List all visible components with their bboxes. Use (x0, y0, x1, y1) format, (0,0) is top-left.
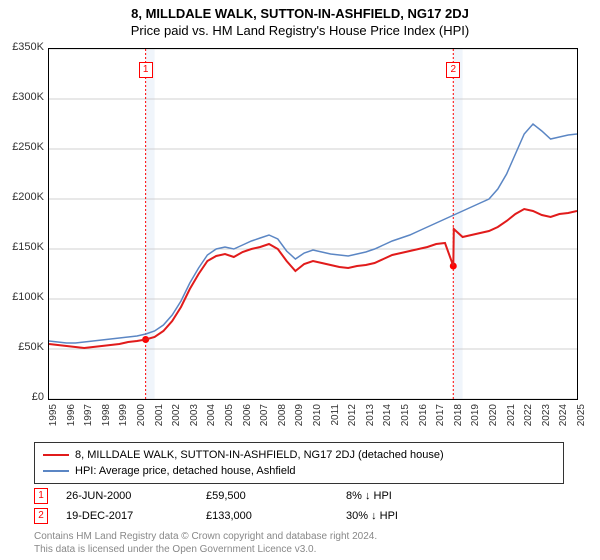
event-marker-box: 1 (139, 62, 153, 78)
sale-row-2: 2 19-DEC-2017 £133,000 30% ↓ HPI (34, 508, 564, 524)
footer-line-1: Contains HM Land Registry data © Crown c… (34, 530, 564, 543)
x-tick-label: 2016 (418, 404, 429, 444)
sale-marker-1: 1 (34, 488, 48, 504)
sale-price-1: £59,500 (206, 490, 346, 502)
y-tick-label: £200K (0, 191, 44, 203)
chart-svg (49, 49, 577, 399)
x-tick-label: 2019 (470, 404, 481, 444)
x-tick-label: 2000 (136, 404, 147, 444)
y-tick-label: £50K (0, 341, 44, 353)
footer-line-2: This data is licensed under the Open Gov… (34, 543, 564, 556)
x-tick-label: 2015 (400, 404, 411, 444)
x-tick-label: 1996 (66, 404, 77, 444)
y-tick-label: £150K (0, 241, 44, 253)
x-tick-label: 2004 (206, 404, 217, 444)
y-tick-label: £0 (0, 391, 44, 403)
x-tick-label: 2009 (294, 404, 305, 444)
legend-box: 8, MILLDALE WALK, SUTTON-IN-ASHFIELD, NG… (34, 442, 564, 484)
x-tick-label: 2023 (541, 404, 552, 444)
x-tick-label: 2013 (365, 404, 376, 444)
x-tick-label: 2021 (506, 404, 517, 444)
y-tick-label: £300K (0, 91, 44, 103)
x-tick-label: 1998 (101, 404, 112, 444)
x-tick-label: 2008 (277, 404, 288, 444)
x-tick-label: 2022 (523, 404, 534, 444)
x-tick-label: 2005 (224, 404, 235, 444)
x-tick-label: 2018 (453, 404, 464, 444)
legend-label-1: 8, MILLDALE WALK, SUTTON-IN-ASHFIELD, NG… (75, 449, 444, 461)
x-tick-label: 2006 (242, 404, 253, 444)
y-tick-label: £250K (0, 141, 44, 153)
x-tick-label: 2001 (154, 404, 165, 444)
x-tick-label: 1999 (118, 404, 129, 444)
sale-delta-2: 30% ↓ HPI (346, 510, 486, 522)
x-tick-label: 2025 (576, 404, 587, 444)
chart-plot-area (48, 48, 578, 400)
x-tick-label: 2017 (435, 404, 446, 444)
sale-row-1: 1 26-JUN-2000 £59,500 8% ↓ HPI (34, 488, 564, 504)
x-tick-label: 1997 (83, 404, 94, 444)
x-tick-label: 1995 (48, 404, 59, 444)
x-tick-label: 2003 (189, 404, 200, 444)
legend-swatch-2 (43, 470, 69, 472)
x-tick-label: 2020 (488, 404, 499, 444)
x-tick-label: 2014 (382, 404, 393, 444)
sale-date-1: 26-JUN-2000 (66, 490, 206, 502)
sale-price-2: £133,000 (206, 510, 346, 522)
x-tick-label: 2010 (312, 404, 323, 444)
legend-label-2: HPI: Average price, detached house, Ashf… (75, 465, 296, 477)
event-marker-box: 2 (446, 62, 460, 78)
sale-delta-1: 8% ↓ HPI (346, 490, 486, 502)
y-tick-label: £350K (0, 41, 44, 53)
x-tick-label: 2002 (171, 404, 182, 444)
legend-item-1: 8, MILLDALE WALK, SUTTON-IN-ASHFIELD, NG… (43, 447, 555, 463)
x-tick-label: 2024 (558, 404, 569, 444)
legend-item-2: HPI: Average price, detached house, Ashf… (43, 463, 555, 479)
sale-date-2: 19-DEC-2017 (66, 510, 206, 522)
y-tick-label: £100K (0, 291, 44, 303)
x-tick-label: 2007 (259, 404, 270, 444)
chart-title-subtitle: Price paid vs. HM Land Registry's House … (0, 21, 600, 42)
chart-title-address: 8, MILLDALE WALK, SUTTON-IN-ASHFIELD, NG… (0, 0, 600, 21)
x-tick-label: 2011 (330, 404, 341, 444)
sale-marker-2: 2 (34, 508, 48, 524)
legend-swatch-1 (43, 454, 69, 456)
x-tick-label: 2012 (347, 404, 358, 444)
